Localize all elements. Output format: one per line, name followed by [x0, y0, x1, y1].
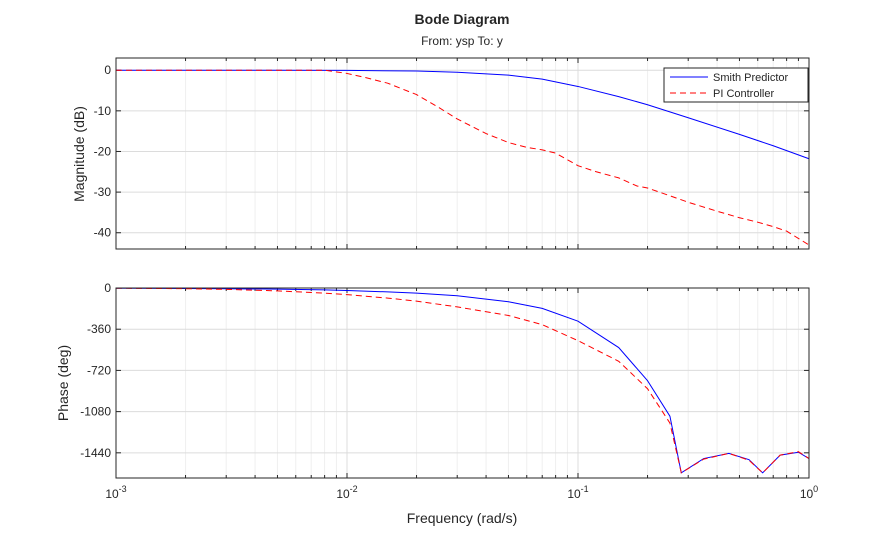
- magnitude-y-tick-label: -30: [94, 185, 112, 199]
- phase-series-pi-controller: [115, 287, 810, 474]
- legend-label-smith: Smith Predictor: [713, 72, 789, 84]
- magnitude-axes-frame: [115, 57, 810, 250]
- phase-y-tick-label: -1440: [80, 446, 111, 460]
- phase-axes-frame: [115, 287, 810, 479]
- phase-series-smith-predictor: [115, 287, 810, 474]
- magnitude-y-tick-label: -40: [94, 226, 112, 240]
- magnitude-y-tick-label: 0: [104, 63, 111, 77]
- x-axis-label: Frequency (rad/s): [407, 510, 517, 526]
- phase-y-tick-label: 0: [104, 281, 111, 295]
- legend-box: [663, 67, 809, 103]
- magnitude-y-tick-label: -10: [94, 104, 112, 118]
- magnitude-ylabel: Magnitude (dB): [71, 106, 87, 202]
- x-tick-label: 10-1: [567, 484, 588, 501]
- x-tick-label: 10-3: [105, 484, 126, 501]
- phase-panel: Phase (deg) 0 -360 -720 -1080 -1440: [55, 281, 810, 479]
- phase-y-tick-label: -1080: [80, 405, 111, 419]
- phase-ylabel: Phase (deg): [55, 345, 71, 421]
- chart-subtitle: From: ysp To: y: [421, 34, 503, 48]
- legend-label-pi: PI Controller: [713, 88, 774, 100]
- legend: Smith Predictor PI Controller: [663, 67, 809, 103]
- magnitude-series-pi-controller: [116, 69, 810, 246]
- magnitude-y-tick-label: -20: [94, 144, 112, 158]
- x-tick-label: 10-2: [336, 484, 357, 501]
- x-tick-label: 100: [800, 484, 818, 501]
- phase-y-tick-label: -360: [87, 322, 111, 336]
- chart-title: Bode Diagram: [415, 11, 510, 27]
- phase-y-tick-label: -720: [87, 363, 111, 377]
